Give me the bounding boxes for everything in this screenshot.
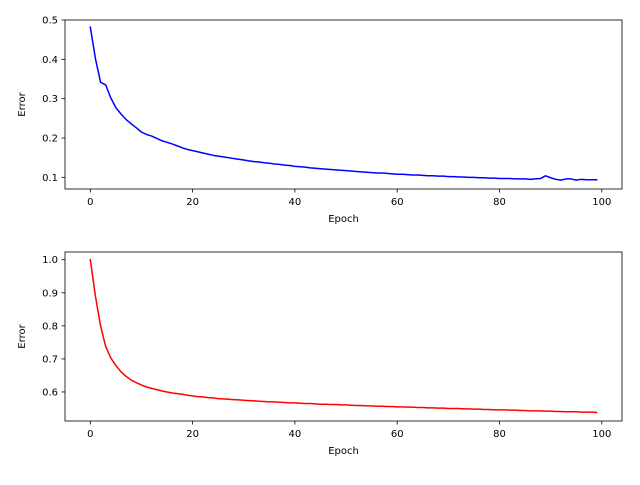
x-tick-label: 20 bbox=[186, 429, 199, 440]
y-axis-label: Error bbox=[17, 323, 28, 348]
y-tick-label: 0.5 bbox=[42, 16, 58, 27]
axes-frame bbox=[64, 251, 623, 422]
y-tick-label: 0.1 bbox=[42, 173, 58, 184]
axes-frame bbox=[64, 19, 623, 190]
x-tick-label: 40 bbox=[289, 197, 302, 208]
x-tick-label: 40 bbox=[289, 429, 302, 440]
y-tick-label: 0.3 bbox=[42, 94, 58, 105]
x-tick-label: 100 bbox=[592, 429, 611, 440]
y-tick-label: 1.0 bbox=[42, 255, 58, 266]
x-tick-label: 0 bbox=[87, 197, 93, 208]
x-tick-label: 20 bbox=[186, 197, 199, 208]
series-line-0 bbox=[89, 26, 598, 181]
series-line-0 bbox=[89, 258, 598, 414]
x-axis-label: Epoch bbox=[328, 446, 359, 457]
x-tick-label: 100 bbox=[592, 197, 611, 208]
y-tick-label: 0.2 bbox=[42, 134, 58, 145]
x-tick-label: 0 bbox=[87, 429, 93, 440]
x-tick-label: 80 bbox=[493, 429, 506, 440]
x-tick-label: 80 bbox=[493, 197, 506, 208]
top-subplot: 0 20 40 60 80 100 0.1 0.2 0.3 0.4 0.5 Epoch Error bbox=[17, 16, 623, 225]
y-tick-label: 0.9 bbox=[42, 288, 58, 299]
y-tick-label: 0.6 bbox=[42, 387, 58, 398]
bottom-subplot: 0 20 40 60 80 100 0.6 0.7 0.8 0.9 1.0 Epoch Error bbox=[17, 251, 623, 457]
x-tick-label: 60 bbox=[391, 197, 404, 208]
y-tick-label: 0.4 bbox=[42, 55, 58, 66]
y-tick-label: 0.7 bbox=[42, 354, 58, 365]
x-tick-label: 60 bbox=[391, 429, 404, 440]
x-axis-label: Epoch bbox=[328, 214, 359, 225]
y-tick-label: 0.8 bbox=[42, 321, 58, 332]
y-axis-label: Error bbox=[17, 91, 28, 116]
